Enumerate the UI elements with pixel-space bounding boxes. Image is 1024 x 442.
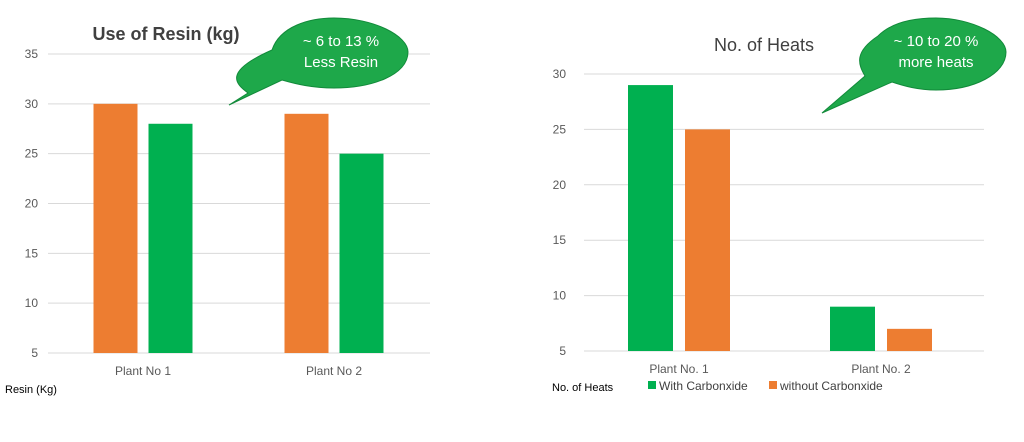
y-tick-label: 15: [553, 233, 567, 247]
heats-callout: ~ 10 to 20 % more heats: [821, 17, 1007, 114]
legend-swatch-without: [769, 381, 777, 389]
heats-y-ticks: 5 10 15 20 25 30: [553, 67, 567, 358]
resin-bars: [93, 103, 384, 354]
legend-label-without: without Carbonxide: [779, 379, 883, 393]
y-tick-label: 5: [31, 346, 38, 360]
heats-callout-line1: ~ 10 to 20 %: [894, 33, 979, 50]
y-tick-label: 25: [553, 122, 567, 136]
resin-callout-line1: ~ 6 to 13 %: [303, 33, 379, 50]
y-tick-label: 20: [553, 178, 567, 192]
bar: [628, 85, 673, 351]
y-tick-label: 30: [25, 97, 39, 111]
resin-callout-bubble: [228, 17, 409, 106]
bar: [887, 328, 932, 351]
legend-swatch-with: [648, 381, 656, 389]
y-tick-label: 30: [553, 67, 567, 81]
y-tick-label: 20: [25, 197, 39, 211]
resin-categories: Plant No 1 Plant No 2: [115, 364, 362, 378]
bar: [93, 103, 138, 353]
resin-y-ticks: 5 10 15 20 25 30 35: [25, 47, 39, 360]
heats-chart-title: No. of Heats: [714, 35, 814, 55]
heats-legend-title: No. of Heats: [552, 382, 614, 394]
heats-legend: No. of Heats With Carbonxide without Car…: [552, 379, 883, 394]
bar: [685, 129, 730, 351]
y-tick-label: 35: [25, 47, 39, 61]
heats-callout-line2: more heats: [898, 54, 973, 71]
bar: [148, 123, 193, 354]
y-tick-label: 25: [25, 147, 39, 161]
y-tick-label: 10: [25, 296, 39, 310]
y-tick-label: 5: [559, 344, 566, 358]
resin-chart-title: Use of Resin (kg): [92, 24, 239, 44]
y-tick-label: 10: [553, 289, 567, 303]
y-tick-label: 15: [25, 246, 39, 260]
resin-chart: Use of Resin (kg) 5 10 15 20 25 30 35 Plant No…: [5, 17, 430, 396]
category-label: Plant No 1: [115, 364, 171, 378]
resin-axis-label: Resin (Kg): [5, 384, 57, 396]
resin-callout-line2: Less Resin: [304, 54, 378, 71]
heats-callout-bubble: [821, 17, 1007, 114]
category-label: Plant No 2: [306, 364, 362, 378]
bar: [830, 306, 875, 351]
category-label: Plant No. 1: [649, 362, 709, 376]
legend-label-with: With Carbonxide: [659, 379, 748, 393]
heats-categories: Plant No. 1 Plant No. 2: [649, 362, 911, 376]
resin-callout: ~ 6 to 13 % Less Resin: [228, 17, 409, 106]
bar: [339, 153, 384, 353]
bar: [284, 113, 329, 353]
category-label: Plant No. 2: [851, 362, 911, 376]
heats-bars: [628, 85, 932, 351]
